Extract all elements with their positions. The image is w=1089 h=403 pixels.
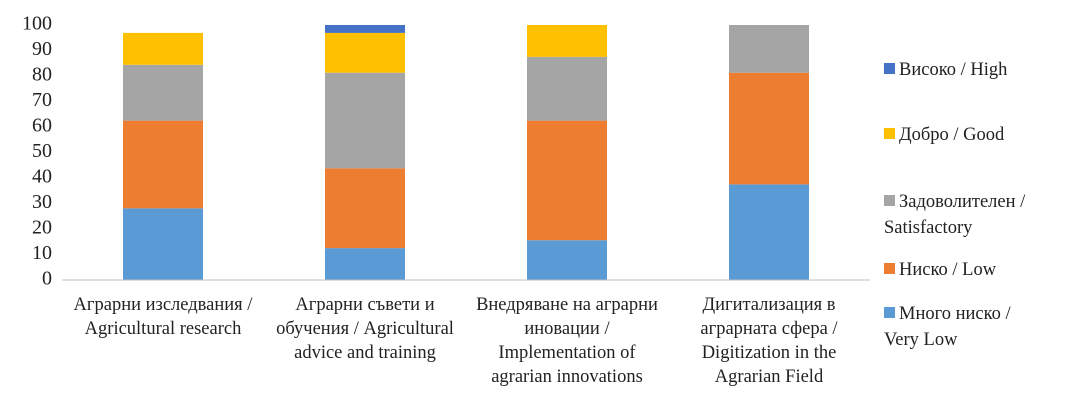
y-tick-label: 60 [32,115,52,137]
bar-segment [123,64,203,121]
y-tick-label: 30 [32,191,52,213]
legend-item: Високо / High [884,57,1034,83]
legend-label: Много ниско / Very Low [884,304,1011,350]
y-tick-label: 0 [42,268,52,290]
legend-swatch [884,307,895,318]
bar-segment [527,120,607,241]
bar-segment [729,72,809,185]
bar-segment [325,248,405,280]
x-tick-label: Дигитализация в аграрната сфера / Digiti… [700,295,838,387]
bar-segment [527,56,607,121]
legend-label: Добро / Good [899,125,1005,145]
y-tick-label: 90 [32,38,52,60]
legend-swatch [884,63,895,74]
x-tick-label: Аграрни съвети и обучения / Agricultural… [276,295,454,363]
legend-swatch [884,128,895,139]
legend-swatch [884,195,895,206]
y-tick-label: 80 [32,64,52,86]
bar-segment [325,168,405,249]
bar-segment [527,25,607,57]
y-tick-label: 70 [32,89,52,111]
bar-segment [729,184,809,280]
legend-item: Задоволителен / Satisfactory [884,189,1034,241]
bar-segment [123,208,203,280]
bar-segment [729,25,809,73]
legend-swatch [884,263,895,274]
bar-segment [325,32,405,73]
y-tick-label: 20 [32,217,52,239]
x-tick-label: Аграрни изследвания / Agricultural resea… [73,295,253,339]
y-tick-label: 50 [32,140,52,162]
bar-segment [527,240,607,280]
bar-segment [325,25,405,33]
legend-label: Ниско / Low [899,260,997,280]
y-tick-label: 10 [32,242,52,264]
legend-label: Задоволителен / Satisfactory [884,192,1026,238]
x-tick-label: Внедряване на аграрни иновации / Impleme… [476,295,658,387]
legend-item: Добро / Good [884,122,1034,148]
legend-item: Много ниско / Very Low [884,301,1034,353]
bar-segment [325,72,405,169]
bar-segment [123,120,203,209]
y-tick-label: 40 [32,166,52,188]
legend-item: Ниско / Low [884,257,1034,283]
bar-segment [123,32,203,65]
legend-label: Високо / High [899,60,1008,80]
y-tick-label: 100 [22,13,52,35]
